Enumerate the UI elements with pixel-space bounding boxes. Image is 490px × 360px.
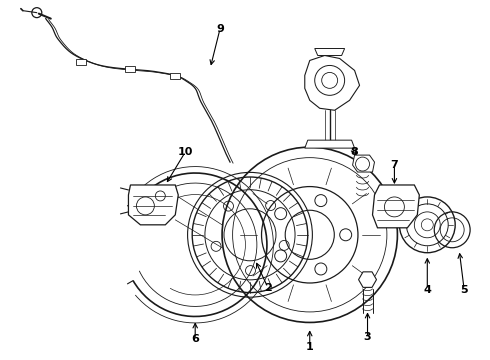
Text: 3: 3 <box>364 332 371 342</box>
Text: 9: 9 <box>216 24 224 33</box>
Text: 7: 7 <box>391 160 398 170</box>
Polygon shape <box>305 55 360 110</box>
Bar <box>171 73 180 80</box>
Text: 8: 8 <box>351 147 359 157</box>
Polygon shape <box>128 185 178 225</box>
Bar <box>75 59 86 66</box>
Polygon shape <box>353 155 374 172</box>
Text: 10: 10 <box>177 147 193 157</box>
Text: 4: 4 <box>423 284 431 294</box>
Bar <box>125 67 135 72</box>
Text: 6: 6 <box>191 334 199 345</box>
Text: 2: 2 <box>264 283 272 293</box>
Polygon shape <box>372 185 419 228</box>
Text: 1: 1 <box>306 342 314 352</box>
Text: 5: 5 <box>460 284 468 294</box>
Polygon shape <box>315 49 344 55</box>
Polygon shape <box>359 272 376 287</box>
Polygon shape <box>305 140 355 148</box>
